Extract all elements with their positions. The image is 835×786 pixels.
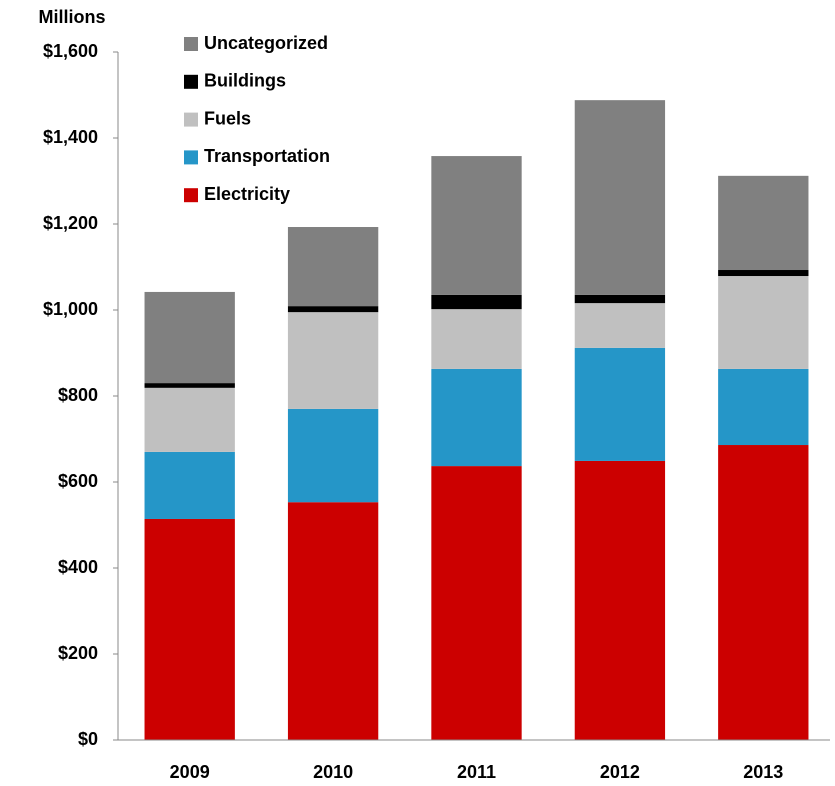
bar-segment xyxy=(574,303,666,348)
bar-segment xyxy=(718,270,809,277)
bar-segment xyxy=(144,383,235,388)
bar-segment xyxy=(574,294,666,304)
x-tick-label: 2013 xyxy=(743,762,783,782)
bar-segment xyxy=(431,294,522,310)
legend-label: Buildings xyxy=(204,71,286,91)
bar-segment xyxy=(287,502,379,740)
bar-segment xyxy=(574,100,666,295)
legend-label: Transportation xyxy=(204,146,330,166)
bar-segment xyxy=(287,306,379,313)
bar-segment xyxy=(431,309,522,369)
bar-segment xyxy=(574,460,666,740)
x-tick-label: 2009 xyxy=(170,762,210,782)
y-tick-label: $200 xyxy=(58,643,98,663)
legend-swatch xyxy=(184,112,198,127)
legend-label: Fuels xyxy=(204,108,251,128)
bar-segment xyxy=(718,175,809,271)
y-axis-label: Millions xyxy=(39,7,106,27)
legend-label: Uncategorized xyxy=(204,33,328,53)
bar-segment xyxy=(431,466,522,740)
y-tick-label: $1,400 xyxy=(43,127,98,147)
bar-segment xyxy=(144,387,235,452)
legend-label: Electricity xyxy=(204,184,290,204)
x-tick-label: 2011 xyxy=(457,762,496,782)
y-tick-label: $800 xyxy=(58,385,98,405)
bar-segment xyxy=(718,276,809,369)
bar-segment xyxy=(287,408,379,503)
y-tick-label: $1,600 xyxy=(43,41,98,61)
legend-swatch xyxy=(184,37,198,51)
legend-swatch xyxy=(184,74,198,89)
bar-segment xyxy=(718,445,809,740)
x-tick-label: 2012 xyxy=(600,762,640,782)
y-tick-label: $1,200 xyxy=(43,213,98,233)
legend-swatch xyxy=(184,188,198,203)
y-tick-label: $0 xyxy=(78,729,98,749)
bar-segment xyxy=(144,291,235,384)
bar-segment xyxy=(718,368,809,446)
bar-segment xyxy=(431,368,522,467)
bar-segment xyxy=(287,312,379,409)
bar-segment xyxy=(287,227,379,307)
y-tick-label: $600 xyxy=(58,471,98,491)
y-tick-label: $400 xyxy=(58,557,98,577)
bar-segment xyxy=(431,156,522,295)
bar-segment xyxy=(144,451,235,519)
x-tick-label: 2010 xyxy=(313,762,353,782)
y-tick-label: $1,000 xyxy=(43,299,98,319)
bar-segment xyxy=(574,347,666,461)
bar-segment xyxy=(144,518,235,740)
legend-swatch xyxy=(184,150,198,165)
